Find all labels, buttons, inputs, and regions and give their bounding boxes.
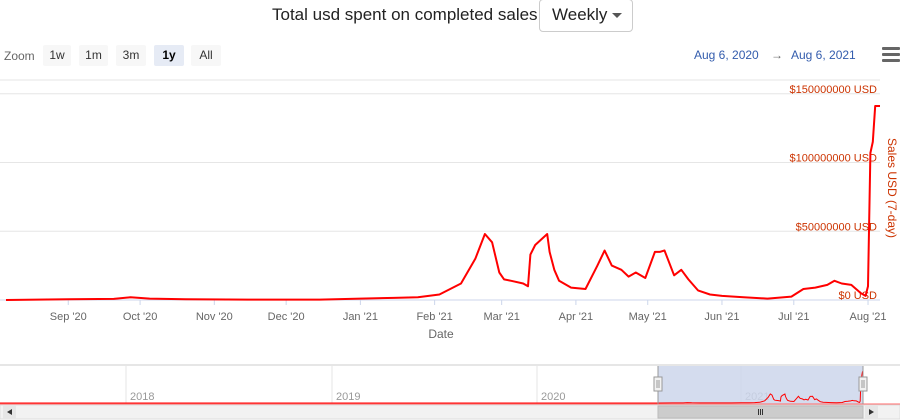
chevron-down-icon	[612, 13, 622, 18]
x-tick-label: May '21	[629, 311, 667, 323]
navigator-series-line	[0, 370, 864, 404]
x-tick-label: Nov '20	[196, 311, 233, 323]
navigator-right-handle[interactable]	[858, 366, 868, 404]
x-tick-label: Jul '21	[778, 311, 809, 323]
x-tick-label: Dec '20	[268, 311, 305, 323]
range-from-date[interactable]: Aug 6, 2020	[694, 48, 759, 62]
chart-header: Total usd spent on completed sales. Week…	[0, 0, 900, 40]
navigator-year-label: 2020	[541, 391, 565, 403]
navigator-left-handle[interactable]	[653, 366, 663, 404]
zoom-all-button[interactable]: All	[191, 45, 221, 66]
handle-grip	[653, 376, 663, 392]
hamburger-menu-icon[interactable]	[882, 47, 900, 63]
period-select[interactable]: Weekly	[539, 0, 633, 32]
range-arrow-icon: →	[771, 48, 783, 62]
handle-grip	[858, 376, 868, 392]
y-axis-ticks: $0 USD $50000000 USD $100000000 USD $150000…	[790, 84, 878, 302]
sales-series-line	[5, 105, 880, 301]
x-axis-title: Date	[428, 327, 454, 341]
zoom-1y-button[interactable]: 1y	[154, 45, 184, 66]
triangle-right-icon	[869, 409, 874, 415]
x-tick-label: Feb '21	[416, 311, 452, 323]
range-to-date[interactable]: Aug 6, 2021	[791, 48, 856, 62]
x-tick-label: Jan '21	[343, 311, 378, 323]
zoom-1m-button[interactable]: 1m	[79, 45, 108, 66]
x-tick-label: Aug '21	[850, 311, 887, 323]
scrollbar[interactable]	[0, 404, 900, 420]
grid-lines	[0, 79, 880, 301]
navigator-year-label: 2019	[336, 391, 360, 403]
y-tick-label: $150000000 USD	[790, 84, 878, 96]
triangle-left-icon	[7, 409, 12, 415]
chart-title: Total usd spent on completed sales.	[272, 5, 543, 24]
zoom-3m-button[interactable]: 3m	[116, 45, 146, 66]
y-tick-label: $100000000 USD	[790, 153, 878, 165]
y-axis-title: Sales USD (7-day)	[885, 138, 899, 238]
navigator-selection[interactable]	[658, 366, 863, 406]
grip-icon	[758, 409, 763, 415]
period-select-value: Weekly	[552, 5, 608, 24]
x-tick-label: Jun '21	[704, 311, 739, 323]
x-tick-label: Apr '21	[559, 311, 594, 323]
navigator: 2018201920202021	[0, 364, 900, 406]
zoom-1w-button[interactable]: 1w	[43, 45, 71, 66]
x-tick-label: Sep '20	[50, 311, 87, 323]
x-tick-label: Mar '21	[483, 311, 519, 323]
x-tick-label: Oct '20	[123, 311, 158, 323]
y-tick-label: $0 USD	[838, 290, 877, 302]
y-tick-label: $50000000 USD	[796, 221, 877, 233]
x-axis-ticks: Sep '20 Oct '20 Nov '20 Dec '20 Jan '21 Feb '…	[50, 300, 887, 323]
navigator-year-label: 2018	[130, 391, 154, 403]
zoom-label: Zoom	[4, 49, 35, 63]
